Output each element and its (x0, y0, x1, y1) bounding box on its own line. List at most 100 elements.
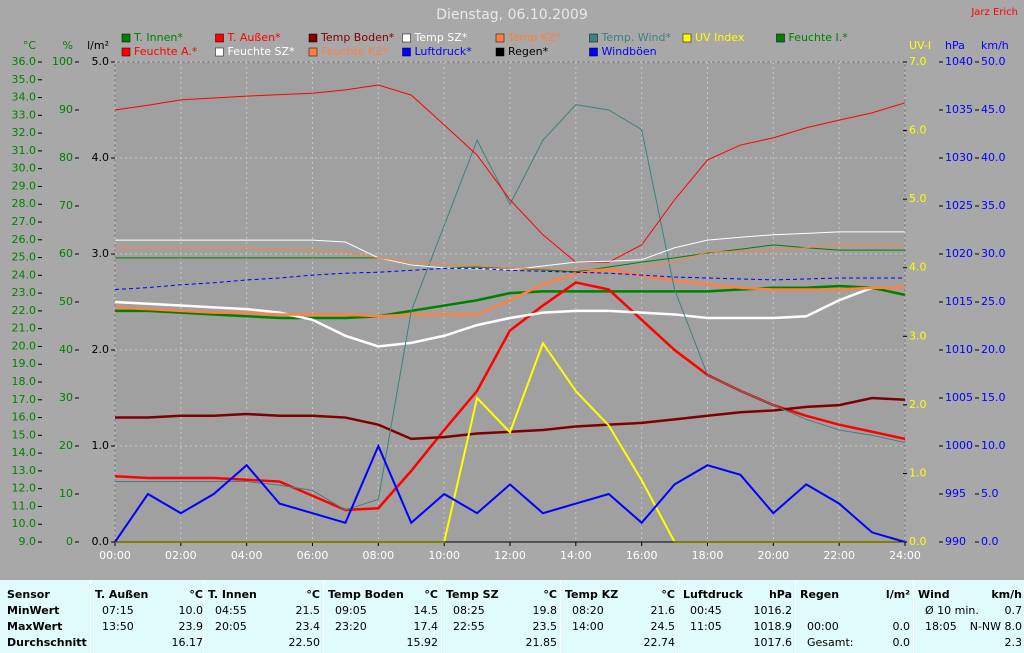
cell-time: 14:00 (572, 620, 604, 633)
y-tick-label: 13.0 (12, 464, 37, 477)
y-tick-label: 30 (59, 391, 73, 404)
cell-value: 16.17 (171, 636, 204, 649)
y-tick-label: 1.0 (92, 439, 110, 452)
cell-time: 07:15 (102, 604, 134, 617)
cell-time: 13:50 (102, 620, 134, 633)
y-tick-label: 1025 (945, 199, 973, 212)
y-tick-label: 33.0 (12, 108, 37, 121)
legend-label: Regen* (508, 45, 549, 58)
cell-value: 21.6 (650, 604, 676, 617)
row-label: Durchschnitt (7, 636, 87, 649)
y-tick-label: 15.0 (12, 428, 37, 441)
y-axis-label: UV-I (909, 39, 931, 52)
y-tick-label: 100 (52, 55, 73, 68)
y-tick-label: 4.0 (909, 261, 927, 274)
summary-table: Sensor MinWert MaxWert Durchschnitt T. Außen… (0, 580, 1024, 653)
cell-value: 2.3 (1004, 636, 1023, 649)
cell-time: 11:05 (690, 620, 722, 633)
cell-time: 18:05 (925, 620, 957, 633)
y-tick-label: 1040 (945, 55, 973, 68)
y-tick-label: 45.0 (981, 103, 1006, 116)
legend-swatch (308, 47, 318, 57)
y-tick-label: 1010 (945, 343, 973, 356)
y-axis-label: % (63, 39, 73, 52)
x-tick-label: 14:00 (560, 549, 592, 562)
y-tick-label: 1030 (945, 151, 973, 164)
y-tick-label: 0.0 (92, 535, 110, 548)
y-axis-label: l/m² (87, 39, 109, 52)
x-tick-label: 08:00 (362, 549, 394, 562)
legend-swatch (308, 33, 318, 43)
y-tick-label: 23.0 (12, 286, 37, 299)
x-tick-label: 24:00 (889, 549, 921, 562)
y-tick-label: 20 (59, 439, 73, 452)
sensor-name: Regen (800, 588, 840, 601)
cell-time: 04:55 (215, 604, 247, 617)
legend-label: Feuchte KZ* (321, 45, 389, 58)
y-tick-label: 1.0 (909, 466, 927, 479)
sensor-name: Temp Boden (328, 588, 404, 601)
y-tick-label: 50 (59, 295, 73, 308)
y-tick-label: 5.0 (909, 192, 927, 205)
y-tick-label: 6.0 (909, 124, 927, 137)
cell-time: Gesamt: (807, 636, 854, 649)
legend-label: T. Innen* (133, 31, 183, 44)
y-tick-label: 70 (59, 199, 73, 212)
y-tick-label: 28.0 (12, 197, 37, 210)
legend-swatch (682, 33, 692, 43)
chart-title: Dienstag, 06.10.2009 (436, 7, 587, 23)
cell-value: N-NW 8.0 (969, 620, 1022, 633)
x-tick-label: 22:00 (823, 549, 855, 562)
y-tick-label: 35.0 (981, 199, 1006, 212)
column-separator (323, 580, 324, 653)
y-tick-label: 50.0 (981, 55, 1006, 68)
y-tick-label: 1020 (945, 247, 973, 260)
legend-swatch (121, 33, 131, 43)
cell-time: 08:20 (572, 604, 604, 617)
cell-value: 23.4 (295, 620, 321, 633)
row-label: Sensor (7, 588, 50, 601)
series-line (115, 104, 906, 511)
chart: Dienstag, 06.10.2009 Jarz Erich 00:00 02:… (12, 7, 1019, 562)
series-line (114, 268, 905, 318)
series-line (114, 286, 905, 348)
cell-value: 19.8 (532, 604, 558, 617)
x-tick-label: 20:00 (757, 549, 789, 562)
y-tick-label: 20.0 (981, 343, 1006, 356)
y-tick-label: 20.0 (12, 339, 37, 352)
y-tick-label: 35.0 (12, 73, 37, 86)
sensor-unit: °C (306, 588, 320, 601)
column-separator (913, 580, 914, 653)
y-axis-label: °C (23, 39, 37, 52)
y-tick-label: 31.0 (12, 144, 37, 157)
sensor-name: Temp KZ (565, 588, 619, 601)
cell-value: 0.7 (1004, 604, 1023, 617)
y-tick-label: 9.0 (19, 535, 37, 548)
cell-value: 15.92 (406, 636, 439, 649)
cell-time: 09:05 (335, 604, 367, 617)
cell-time: 23:20 (335, 620, 367, 633)
sensor-name: Luftdruck (683, 588, 743, 601)
author: Jarz Erich (970, 7, 1018, 18)
cell-value: 1018.9 (753, 620, 793, 633)
sensor-unit: °C (543, 588, 557, 601)
y-tick-label: 15.0 (981, 391, 1006, 404)
x-tick-label: 18:00 (692, 549, 724, 562)
legend-swatch (215, 47, 224, 57)
y-tick-label: 26.0 (12, 233, 37, 246)
y-tick-label: 18.0 (12, 375, 37, 388)
x-tick-label: 12:00 (494, 549, 526, 562)
cell-value: 21.85 (525, 636, 558, 649)
sensor-unit: l/m² (885, 588, 910, 601)
legend-swatch (402, 33, 411, 43)
series-line (115, 284, 906, 320)
y-tick-label: 24.0 (12, 268, 37, 281)
y-tick-label: 5.0 (981, 487, 999, 500)
cell-value: 0.0 (892, 620, 911, 633)
legend-swatch (589, 33, 598, 43)
y-tick-label: 40 (59, 343, 73, 356)
y-tick-label: 30.0 (981, 247, 1006, 260)
sensor-unit: °C (424, 588, 438, 601)
legend-label: T. Außen* (227, 31, 282, 44)
